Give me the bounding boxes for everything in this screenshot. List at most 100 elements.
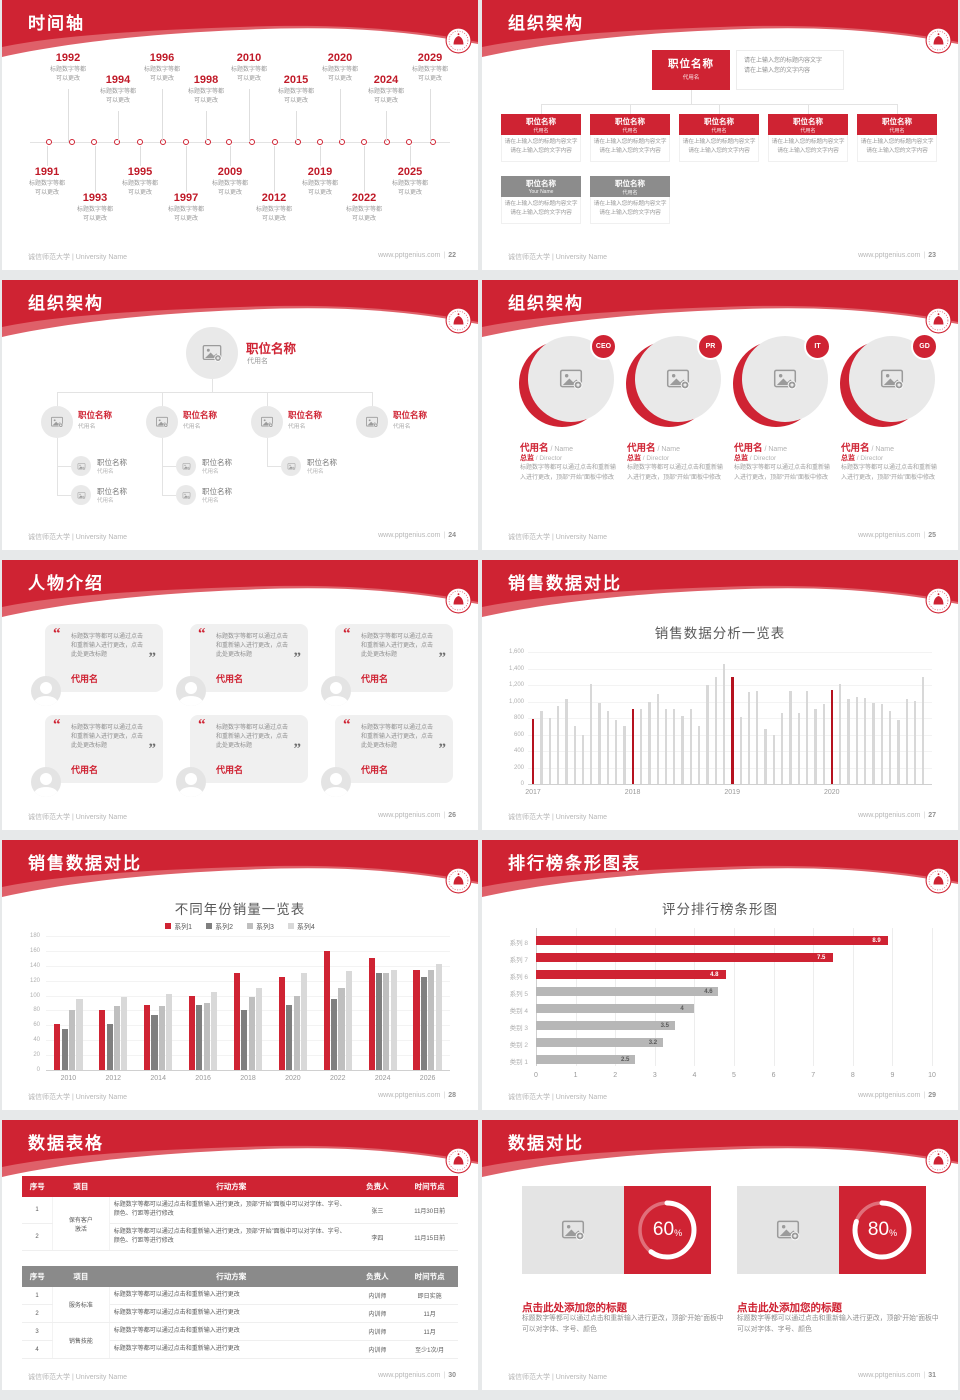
timeline-caption: 标题数字等都 可以更改 — [121, 181, 158, 196]
slide-tables[interactable]: 序号 项目 行动方案 负责人 时间节点 1 保有客户 激活 标题数字等都可以通过点击和重新输入进… — [2, 1120, 478, 1390]
timeline-node — [205, 139, 211, 145]
person-quote-card: “ 标题数字等都可以通过点击和重新输入进行更改，点击此处更改标题 ” 代用名 — [45, 624, 163, 692]
cell-project: 服务标准 — [52, 1287, 110, 1323]
table-header: 行动方案 — [109, 1266, 354, 1287]
position-alias: 代用名 — [97, 469, 114, 475]
position-title: 职位名称 — [882, 117, 912, 126]
chart-bar — [756, 690, 759, 784]
timeline-node — [226, 139, 232, 145]
slide-timeline[interactable]: 1992 标题数字等都 可以更改 1994 标题数字等都 可以更改 1996 标题数字等都 可以… — [2, 0, 478, 270]
timeline-item: 1994 标题数字等都 可以更改 — [92, 74, 144, 105]
timeline-item: 2010 标题数字等都 可以更改 — [223, 52, 275, 83]
table-row: 2 标题数字等都可以通过点击和重新输入进行更改，顶部“开始”面板中可以对字体、字号… — [22, 1223, 458, 1251]
slide-percent-cards[interactable]: 60% 点击此处添加您的标题 标题数字等都可以通过点击和重新输入进行更改，顶部“… — [482, 1120, 958, 1390]
slide-title: 销售数据对比 — [28, 854, 142, 873]
slide-orgchart-tree[interactable]: 职位名称 代用名 职位名称 代用名 职位名称 代用名 职位名称 代用名 职位名称… — [2, 280, 478, 550]
open-quote-icon: “ — [343, 717, 351, 733]
org-box-caption: 请在上输入您的标题内容文字 请在上输入您的文字内容 — [590, 135, 670, 162]
chart-bar — [673, 709, 676, 784]
chart-bar — [590, 684, 593, 784]
bar-value: 4.6 — [704, 988, 713, 995]
chart-bar — [338, 988, 345, 1070]
timeline-year: 1991 — [34, 166, 60, 178]
slide-title: 时间轴 — [28, 14, 85, 33]
timeline-item: 1995 标题数字等都 可以更改 — [114, 166, 166, 197]
chart-bar — [855, 697, 859, 784]
team-member: IT — [733, 333, 831, 432]
chart-bar — [913, 700, 917, 784]
x-axis-tick: 10 — [928, 1072, 936, 1079]
timeline-item: 2022 标题数字等都 可以更改 — [338, 192, 390, 223]
x-axis-label: 2018 — [624, 789, 641, 796]
slide-footer: 诚信师范大学 | University Name www.pptgenius.co… — [508, 252, 936, 261]
slide-header: 人物介绍 — [2, 560, 478, 620]
slide-team-circles[interactable]: CEO 代用名 / Name 总监 / Director 标题数字等都可以通过点… — [482, 280, 958, 550]
slide-header: 时间轴 — [2, 0, 478, 60]
footer-site: www.pptgenius.com — [378, 812, 441, 819]
position-alias: 代用名 — [183, 424, 201, 430]
bar-value: 2.5 — [621, 1056, 630, 1063]
chart-bar — [698, 726, 701, 785]
chart-bar — [345, 971, 352, 1070]
image-placeholder-icon — [666, 369, 690, 390]
chart-bar — [368, 958, 375, 1070]
footer-university: 诚信师范大学 | University Name — [28, 814, 128, 821]
chart-bar — [772, 735, 776, 784]
table-header: 负责人 — [353, 1176, 402, 1197]
open-quote-icon: “ — [198, 626, 206, 642]
slide-orgchart-boxes[interactable]: 职位名称 代用名 请在上输入您的标题内容文字 请在上输入您的文字内容 职位名称 代用名… — [482, 0, 958, 270]
y-axis-label: 160 — [29, 947, 40, 954]
chart-bar — [54, 1023, 61, 1070]
slide-title: 组织架构 — [508, 14, 584, 33]
chart-bar — [888, 710, 892, 784]
team-member: GD — [840, 333, 938, 432]
slide-people-quotes[interactable]: “ 标题数字等都可以通过点击和重新输入进行更改，点击此处更改标题 ” 代用名 “… — [2, 560, 478, 830]
timeline-stem — [364, 146, 365, 192]
chart-bar — [880, 704, 883, 784]
cell-plan: 标题数字等都可以通过点击和重新输入进行更改 — [109, 1287, 354, 1305]
image-placeholder-icon — [261, 416, 274, 428]
row-label: 系列 5 — [509, 991, 528, 998]
slide-chart-monthly[interactable]: 销售数据分析一览表 0 200 400 600 800 1,000 1,200 1,400 1,6… — [482, 560, 958, 830]
org-box-caption: 请在上输入您的标题内容文字 请在上输入您的文字内容 — [590, 197, 670, 224]
y-axis-label: 60 — [33, 1022, 40, 1029]
table-header: 时间节点 — [401, 1176, 458, 1197]
slide-title: 数据对比 — [508, 1134, 584, 1153]
timeline-stem — [386, 111, 387, 142]
cell-no: 2 — [22, 1304, 53, 1323]
chart-bar — [293, 995, 300, 1070]
slide-chart-hbar[interactable]: 评分排行榜条形图 0 1 2 3 4 5 6 7 8 9 10 系列 8 8.9 系… — [482, 840, 958, 1110]
timeline-item: 1991 标题数字等都 可以更改 — [21, 166, 73, 197]
cell-owner: 内训师 — [353, 1304, 402, 1323]
x-axis-label: 2018 — [240, 1075, 256, 1082]
chart-bar — [413, 969, 420, 1070]
timeline-stem — [430, 89, 431, 142]
slide-chart-grouped[interactable]: 不同年份销量一览表 系列1 系列2 系列3 系列4 0 20 40 60 80 100 120 140… — [2, 840, 478, 1110]
slide-header: 数据对比 — [482, 1120, 958, 1180]
chart-bar — [556, 706, 560, 784]
chart-bar — [420, 976, 427, 1070]
chart-bar — [536, 1038, 663, 1047]
row-label: 类别 3 — [509, 1025, 528, 1032]
chart-bar — [121, 997, 128, 1070]
chart-bar — [106, 1023, 113, 1070]
chart-bar — [300, 973, 308, 1070]
header-wave — [2, 1120, 478, 1177]
chart-bar — [188, 995, 196, 1070]
timeline-node — [384, 139, 390, 145]
position-alias: 代用名 — [622, 128, 638, 134]
cell-time: 11月 — [401, 1304, 458, 1323]
chart-bar — [722, 664, 726, 784]
y-axis-label: 200 — [513, 764, 524, 771]
person-avatar — [31, 676, 61, 706]
member-desc: 标题数字等都可以通过点击和重新输入进行更改，顶部“开始”面板中修改 — [734, 465, 831, 481]
timeline-year: 1997 — [173, 192, 199, 204]
chart-bar — [731, 676, 734, 785]
close-quote-icon: ” — [438, 650, 447, 666]
university-seal-logo — [445, 587, 472, 614]
photo-circle — [176, 456, 196, 476]
university-seal-logo — [445, 27, 472, 54]
slide-title: 数据表格 — [28, 1134, 104, 1153]
close-quote-icon: ” — [148, 741, 157, 757]
timeline-item: 2019 标题数字等都 可以更改 — [294, 166, 346, 197]
